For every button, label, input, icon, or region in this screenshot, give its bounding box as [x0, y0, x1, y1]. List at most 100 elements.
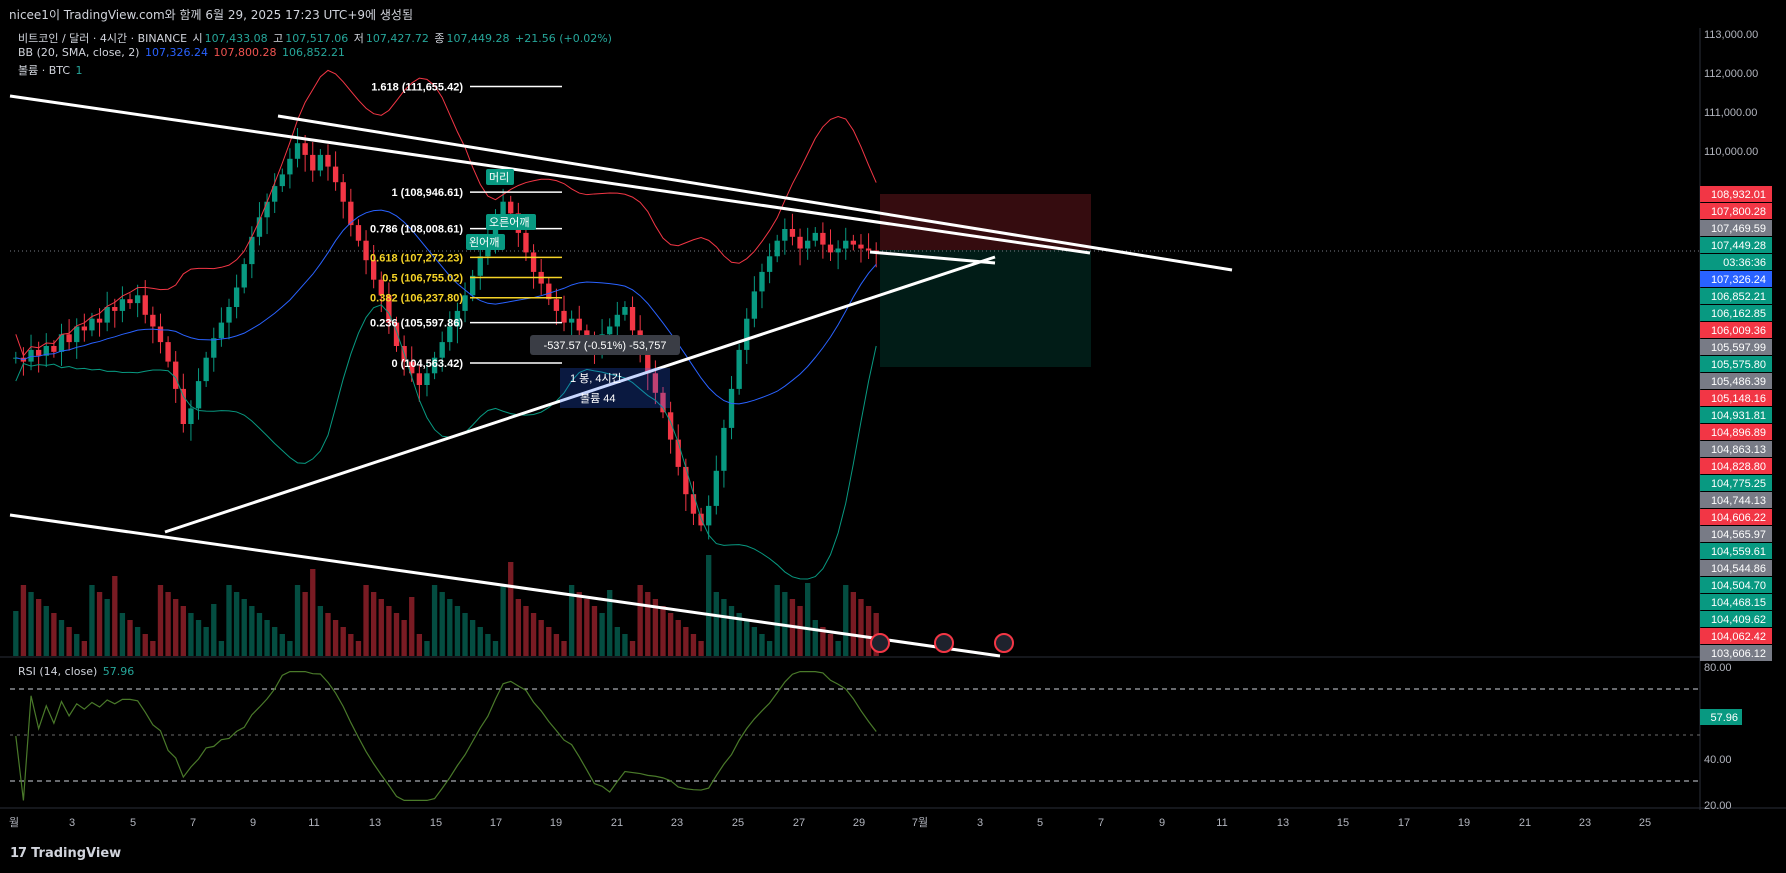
price-label: 104,775.25	[1711, 478, 1766, 490]
time-tick-label: 21	[1519, 817, 1531, 829]
candle-body	[310, 154, 316, 171]
time-tick-label: 27	[793, 817, 805, 829]
candle-body	[28, 349, 34, 362]
volume-bar	[462, 613, 468, 656]
price-label: 106,009.36	[1711, 325, 1766, 337]
time-tick-label: 9	[250, 817, 256, 829]
volume-bar	[797, 606, 803, 656]
price-label-box	[1700, 560, 1772, 576]
volume-bar	[843, 585, 849, 656]
price-label-box	[1700, 186, 1772, 202]
volume-bar	[180, 606, 186, 656]
price-label: 106,852.21	[1711, 291, 1766, 303]
high-label: 고	[273, 32, 284, 45]
candle-body	[683, 466, 689, 495]
time-tick-label: 25	[1639, 817, 1651, 829]
candle-body	[119, 299, 126, 311]
candle-body	[66, 334, 72, 343]
volume-bar	[652, 599, 659, 656]
price-label: 107,449.28	[1711, 240, 1766, 252]
bb-label: BB (20, SMA, close, 2)	[18, 46, 140, 59]
price-label-box	[1700, 305, 1772, 321]
time-tick-label: 25	[732, 817, 744, 829]
candle-body	[629, 307, 636, 331]
candle-body	[378, 279, 384, 296]
candle-body	[576, 318, 582, 331]
candle-body	[439, 342, 445, 358]
candle-body	[546, 283, 552, 300]
time-tick-label: 9	[1159, 817, 1165, 829]
candle-body	[43, 346, 49, 356]
volume-bar	[850, 592, 857, 656]
price-label: 104,062.42	[1711, 631, 1766, 643]
bb-legend[interactable]: BB (20, SMA, close, 2) 107,326.24 107,80…	[18, 46, 347, 59]
candle-body	[820, 232, 826, 245]
time-tick-label: 11	[308, 817, 319, 829]
time-tick-label: 15	[1337, 817, 1349, 829]
head-label: 머리	[489, 171, 509, 184]
candle-body	[850, 240, 857, 245]
tradingview-footer: 17 TradingView	[10, 846, 121, 861]
candle-body	[530, 252, 537, 272]
candle-body	[523, 232, 529, 253]
volume-bar	[553, 634, 560, 656]
candle-body	[348, 201, 354, 226]
price-label: 107,469.59	[1711, 223, 1766, 235]
candle-body	[142, 295, 148, 315]
candle-body	[249, 236, 255, 265]
price-label: 105,148.16	[1711, 393, 1766, 405]
price-label-box	[1700, 526, 1772, 542]
high-value: 107,517.06	[285, 32, 349, 45]
volume-bar	[599, 613, 605, 656]
time-tick-label: 29	[853, 817, 865, 829]
us-flag-event-icon[interactable]	[994, 633, 1014, 653]
volume-bar	[332, 620, 339, 656]
candle-body	[272, 186, 278, 202]
volume-bar	[835, 641, 841, 656]
volume-bar	[13, 611, 19, 656]
volume-bar	[805, 583, 811, 656]
price-label-box	[1700, 390, 1772, 406]
candle-body	[203, 357, 209, 382]
volume-bar	[584, 599, 590, 656]
volume-bar	[607, 590, 613, 656]
close-value: 107,449.28	[446, 32, 510, 45]
fib-level-label: 0.382 (106,237.80)	[370, 293, 463, 305]
price-label: 104,606.22	[1711, 512, 1766, 524]
candle-body	[195, 381, 202, 409]
candle-body	[568, 318, 575, 323]
price-label: 104,896.89	[1711, 427, 1766, 439]
volume-bar	[485, 634, 491, 656]
volume-bar	[858, 599, 864, 656]
candle-body	[233, 287, 240, 307]
candle-body	[736, 349, 742, 389]
volume-bar	[317, 606, 324, 656]
lightning-event-icon[interactable]	[870, 633, 890, 653]
volume-bar	[690, 634, 697, 656]
take-profit-zone	[880, 250, 1091, 367]
volume-bar	[827, 634, 834, 656]
price-label: 104,828.80	[1711, 461, 1766, 473]
volume-bar	[279, 634, 285, 656]
rsi-legend[interactable]: RSI (14, close) 57.96	[18, 665, 136, 678]
volume-bar	[43, 606, 49, 656]
volume-bar	[622, 634, 628, 656]
time-tick-label: 21	[611, 817, 623, 829]
volume-bar	[302, 592, 308, 656]
open-label: 시	[192, 32, 203, 45]
price-tick-label: 113,000.00	[1704, 29, 1758, 41]
price-label: 105,486.39	[1711, 376, 1766, 388]
volume-bar	[165, 592, 171, 656]
time-tick-label: 5	[1037, 817, 1043, 829]
candle-body	[713, 470, 719, 506]
price-label: 03:36:36	[1723, 257, 1766, 269]
price-label: 107,326.24	[1711, 274, 1766, 286]
us-flag-event-icon[interactable]	[934, 633, 954, 653]
volume-legend[interactable]: 볼륨 · BTC 1	[18, 62, 85, 78]
price-label-box	[1700, 424, 1772, 440]
time-tick-label: 17	[490, 817, 502, 829]
candle-body	[469, 275, 476, 296]
candle-body	[766, 256, 773, 272]
